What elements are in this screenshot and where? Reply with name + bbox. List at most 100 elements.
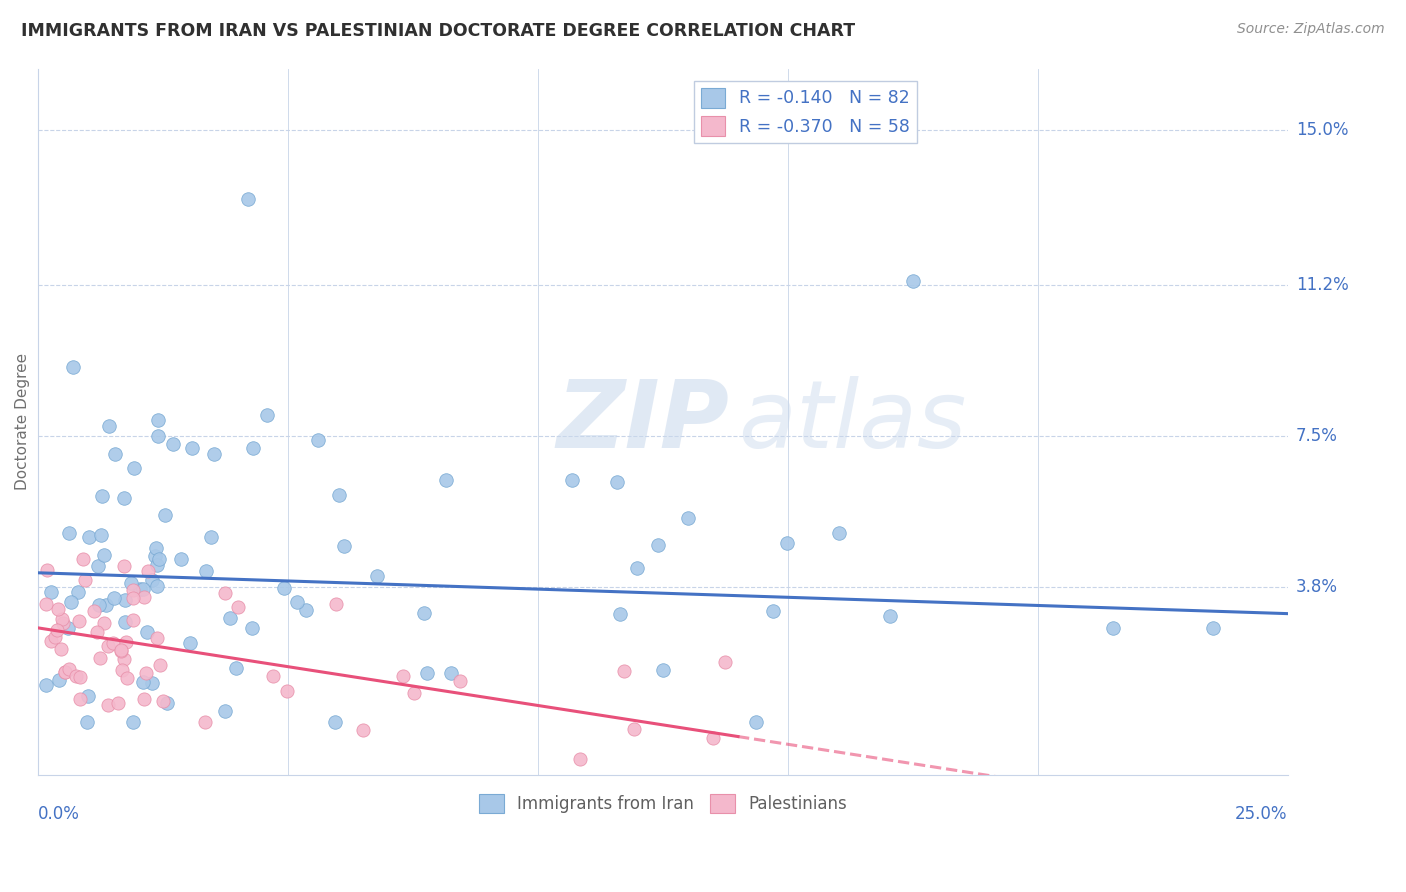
Y-axis label: Doctorate Degree: Doctorate Degree	[15, 353, 30, 491]
Point	[117, 672, 139, 686]
Point	[132, 590, 155, 604]
Point	[48, 673, 70, 687]
Point	[879, 609, 901, 624]
Point	[122, 614, 145, 628]
Point	[195, 564, 218, 578]
Point	[104, 447, 127, 461]
Point	[145, 541, 167, 556]
Point	[561, 473, 583, 487]
Point	[776, 536, 799, 550]
Point	[226, 599, 249, 614]
Point	[66, 585, 89, 599]
Point	[202, 447, 225, 461]
Point	[89, 651, 111, 665]
Point	[98, 419, 121, 434]
Point	[153, 508, 176, 523]
Point	[762, 604, 785, 618]
Point	[145, 579, 167, 593]
Point	[366, 569, 388, 583]
Point	[440, 665, 463, 680]
Point	[110, 643, 132, 657]
Point	[141, 676, 163, 690]
Point	[94, 598, 117, 612]
Point	[76, 714, 98, 729]
Point	[91, 489, 114, 503]
Point	[35, 678, 58, 692]
Point	[49, 641, 72, 656]
Point	[77, 689, 100, 703]
Point	[114, 615, 136, 629]
Point	[93, 615, 115, 630]
Point	[112, 558, 135, 573]
Point	[155, 696, 177, 710]
Text: 25.0%: 25.0%	[1236, 805, 1288, 823]
Point	[58, 662, 80, 676]
Point	[59, 595, 82, 609]
Point	[135, 624, 157, 639]
Point	[51, 611, 73, 625]
Point	[200, 530, 222, 544]
Point	[613, 665, 636, 679]
Point	[325, 598, 347, 612]
Point	[148, 552, 170, 566]
Point	[132, 674, 155, 689]
Point	[214, 586, 236, 600]
Point	[146, 558, 169, 573]
Text: 11.2%: 11.2%	[1296, 276, 1348, 294]
Point	[62, 359, 84, 374]
Point	[56, 621, 79, 635]
Point	[112, 652, 135, 666]
Text: 3.8%: 3.8%	[1296, 578, 1339, 596]
Point	[1101, 621, 1123, 635]
Point	[67, 615, 90, 629]
Point	[86, 558, 108, 573]
Point	[901, 274, 924, 288]
Point	[69, 670, 91, 684]
Point	[86, 625, 108, 640]
Point	[219, 610, 242, 624]
Point	[676, 510, 699, 524]
Point	[294, 603, 316, 617]
Point	[449, 673, 471, 688]
Point	[148, 412, 170, 426]
Point	[745, 714, 768, 729]
Point	[225, 661, 247, 675]
Point	[110, 643, 132, 657]
Point	[148, 429, 170, 443]
Point	[285, 595, 308, 609]
Point	[93, 548, 115, 562]
Point	[141, 573, 163, 587]
Text: 7.5%: 7.5%	[1296, 427, 1339, 445]
Point	[623, 723, 645, 737]
Point	[332, 539, 354, 553]
Point	[143, 549, 166, 564]
Point	[214, 705, 236, 719]
Point	[73, 573, 96, 587]
Point	[132, 692, 155, 706]
Point	[323, 714, 346, 729]
Point	[122, 461, 145, 475]
Point	[103, 591, 125, 605]
Point	[46, 602, 69, 616]
Point	[39, 585, 62, 599]
Point	[609, 607, 631, 621]
Point	[96, 639, 118, 653]
Point	[53, 665, 76, 680]
Point	[115, 634, 138, 648]
Point	[53, 665, 76, 679]
Point	[647, 538, 669, 552]
Text: ZIP: ZIP	[557, 376, 730, 467]
Point	[120, 576, 142, 591]
Point	[107, 696, 129, 710]
Point	[436, 474, 458, 488]
Point	[307, 433, 329, 447]
Point	[392, 669, 415, 683]
Point	[145, 631, 167, 645]
Point	[90, 528, 112, 542]
Point	[179, 636, 201, 650]
Point	[606, 475, 628, 489]
Point	[114, 592, 136, 607]
Point	[626, 561, 648, 575]
Point	[135, 666, 157, 681]
Point	[262, 669, 284, 683]
